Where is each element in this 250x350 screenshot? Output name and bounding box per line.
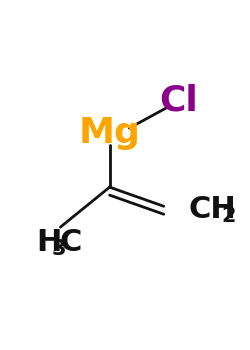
Text: H: H [36,228,61,257]
Text: Cl: Cl [159,83,198,117]
Text: 3: 3 [52,239,66,259]
Text: C: C [59,228,82,257]
Text: Mg: Mg [79,116,140,150]
Text: 2: 2 [222,206,236,226]
Text: CH: CH [188,195,236,224]
